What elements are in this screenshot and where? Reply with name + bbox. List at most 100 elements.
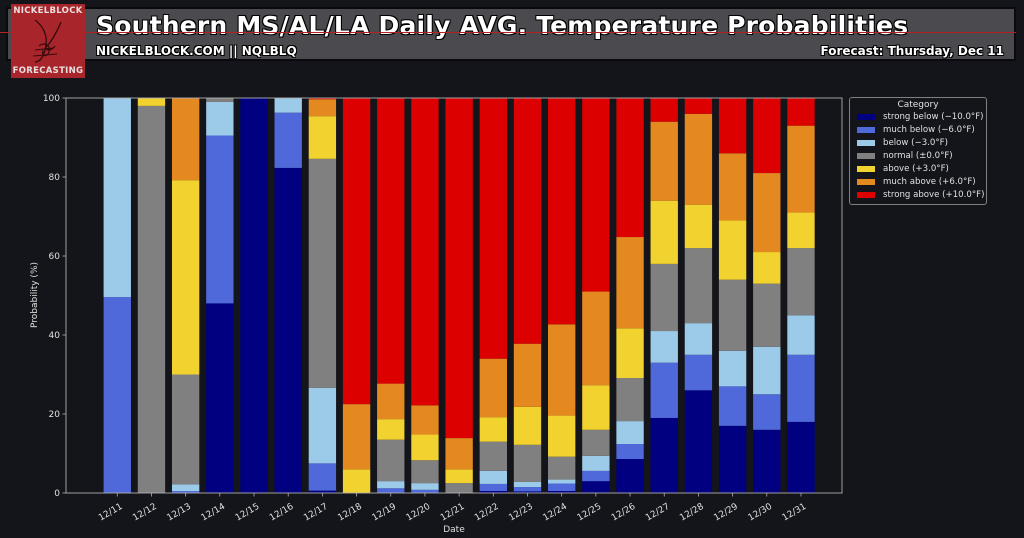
legend-item: much above (+6.0°F) xyxy=(857,175,986,188)
x-tick-label: 12/13 xyxy=(165,502,192,524)
bar-segment-12-18-s4 xyxy=(342,469,371,493)
bar-segment-12-24-s4 xyxy=(548,415,576,457)
bar-segment-12-22-s2 xyxy=(479,470,507,484)
bar-segment-12-13-s3 xyxy=(171,374,200,485)
bar-segment-12-23-s0 xyxy=(513,491,542,493)
bar-segment-12-31-s5 xyxy=(787,125,815,213)
bar-segment-12-23-s1 xyxy=(513,487,542,492)
bar-segment-12-26-s6 xyxy=(616,98,644,238)
x-tick-label: 12/16 xyxy=(268,502,296,524)
x-tick-label: 12/28 xyxy=(678,502,706,524)
bar-segment-12-23-s2 xyxy=(513,481,542,488)
bars-group xyxy=(103,98,815,494)
legend-swatch xyxy=(857,191,875,198)
chart-legend: Category strong below (−10.0°F) much belo… xyxy=(849,97,987,205)
axes-group: 12/11 12/12 12/13 12/14 12/15 12/16 12/17 12/18… xyxy=(43,94,843,524)
bar-segment-12-17-s1 xyxy=(308,463,337,491)
bar-segment-12-27-s1 xyxy=(650,362,678,418)
bar-segment-12-13-s2 xyxy=(171,484,200,492)
legend-label: normal (±0.0°F) xyxy=(883,150,953,161)
bar-segment-12-25-s1 xyxy=(582,470,610,482)
bar-segment-12-26-s3 xyxy=(616,378,644,422)
legend-label: below (−3.0°F) xyxy=(883,137,948,148)
x-tick-label: 12/15 xyxy=(234,502,261,524)
bar-segment-12-12-s4 xyxy=(137,98,166,106)
legend-swatch xyxy=(857,165,875,172)
logo-text-bottom: FORECASTING xyxy=(12,66,84,76)
x-tick-label: 12/17 xyxy=(302,502,329,524)
y-tick-label: 0 xyxy=(54,489,60,499)
bar-segment-12-25-s3 xyxy=(582,429,610,456)
x-tick-label: 12/14 xyxy=(200,502,228,524)
bar-segment-12-29-s4 xyxy=(718,220,747,280)
bar-segment-12-20-s1 xyxy=(411,489,439,493)
bar-segment-12-27-s5 xyxy=(650,121,678,201)
bar-segment-12-20-s2 xyxy=(411,483,439,490)
logo-text-top: NICKELBLOCK xyxy=(13,6,83,16)
bar-segment-12-17-s5 xyxy=(308,99,337,117)
x-tick-label: 12/24 xyxy=(542,502,570,524)
bar-segment-12-29-s0 xyxy=(718,425,747,493)
y-tick-label: 80 xyxy=(49,173,61,183)
legend-label: strong above (+10.0°F) xyxy=(883,189,985,200)
header-banner: Southern MS/AL/LA Daily AVG. Temperature… xyxy=(6,7,1016,61)
bar-segment-12-26-s1 xyxy=(616,444,644,460)
bar-segment-12-25-s0 xyxy=(582,481,610,493)
bar-segment-12-17-s3 xyxy=(308,158,337,388)
legend-title: Category xyxy=(897,100,939,110)
bar-segment-12-18-s5 xyxy=(342,404,371,470)
bar-segment-12-24-s0 xyxy=(548,491,576,493)
x-tick-label: 12/29 xyxy=(712,502,740,524)
bar-segment-12-19-s6 xyxy=(377,98,405,384)
bar-segment-12-15-s0 xyxy=(240,98,268,493)
bar-segment-12-26-s5 xyxy=(616,237,644,329)
bar-segment-12-28-s6 xyxy=(684,98,713,114)
x-tick-label: 12/18 xyxy=(336,502,364,524)
x-axis-label: Date xyxy=(443,525,465,535)
page-title: Southern MS/AL/LA Daily AVG. Temperature… xyxy=(96,11,909,40)
legend-swatch xyxy=(857,152,875,159)
bar-segment-12-20-s5 xyxy=(411,405,439,435)
legend-label: much below (−6.0°F) xyxy=(883,124,975,135)
y-tick-label: 40 xyxy=(49,331,61,341)
bar-segment-12-13-s4 xyxy=(171,180,200,375)
bar-segment-12-11-s2 xyxy=(103,98,131,298)
legend-swatch xyxy=(857,126,875,133)
bar-segment-12-24-s2 xyxy=(548,479,576,484)
bar-segment-12-22-s6 xyxy=(479,98,507,359)
y-tick-label: 60 xyxy=(49,252,61,262)
x-tick-label: 12/25 xyxy=(576,502,603,524)
forecast-date: Forecast: Thursday, Dec 11 xyxy=(820,44,1004,58)
legend-item: above (+3.0°F) xyxy=(857,162,986,175)
bar-segment-12-25-s2 xyxy=(582,455,610,471)
legend-item: much below (−6.0°F) xyxy=(857,123,986,136)
bar-segment-12-31-s3 xyxy=(787,248,815,316)
bar-segment-12-28-s2 xyxy=(684,323,713,355)
x-tick-label: 12/23 xyxy=(507,502,534,524)
x-tick-label: 12/26 xyxy=(610,502,638,524)
x-tick-label: 12/12 xyxy=(131,502,158,524)
legend-item: strong below (−10.0°F) xyxy=(857,110,986,123)
bar-segment-12-23-s6 xyxy=(513,98,542,344)
header-divider xyxy=(0,32,1016,33)
bar-segment-12-21-s4 xyxy=(445,469,473,484)
bar-segment-12-30-s6 xyxy=(753,98,781,174)
plot-frame xyxy=(65,97,843,494)
bar-segment-12-24-s5 xyxy=(548,324,576,416)
bar-segment-12-30-s2 xyxy=(753,346,781,395)
x-tick-label: 12/11 xyxy=(97,502,124,524)
x-tick-label: 12/20 xyxy=(405,502,433,524)
bar-segment-12-31-s6 xyxy=(787,98,815,126)
bar-segment-12-27-s0 xyxy=(650,417,678,493)
bar-segment-12-14-s1 xyxy=(206,135,234,304)
bar-segment-12-22-s5 xyxy=(479,358,507,418)
bar-segment-12-17-s2 xyxy=(308,387,337,464)
bar-segment-12-30-s4 xyxy=(753,252,781,284)
bar-segment-12-17-s6 xyxy=(308,98,337,100)
bar-segment-12-16-s2 xyxy=(274,98,302,113)
site-subtitle: NICKELBLOCK.COM || NQLBLQ xyxy=(96,44,297,58)
bar-segment-12-14-s2 xyxy=(206,101,234,136)
y-tick-label: 100 xyxy=(43,94,60,104)
legend-label: strong below (−10.0°F) xyxy=(883,111,984,122)
